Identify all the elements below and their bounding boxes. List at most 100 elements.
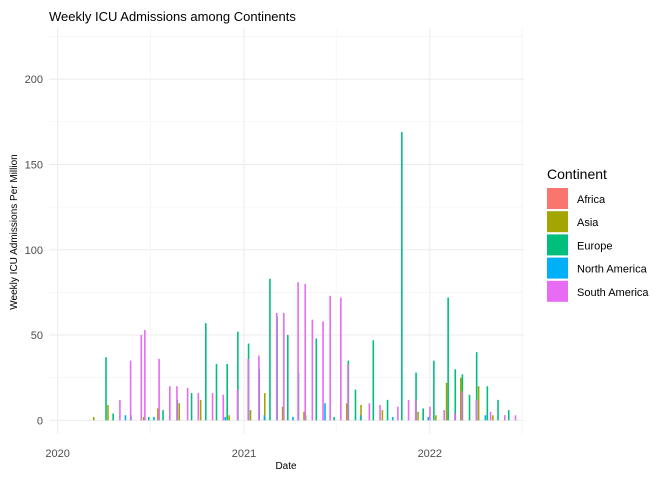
legend-label: South America: [577, 287, 649, 299]
bar: [169, 386, 171, 421]
bar: [297, 282, 299, 421]
bar: [427, 416, 430, 421]
bar: [514, 415, 517, 421]
bar: [211, 393, 214, 421]
bar: [477, 386, 480, 421]
bar: [263, 415, 266, 421]
bar: [286, 335, 289, 421]
bar: [205, 323, 207, 421]
x-axis-title: Date: [275, 461, 297, 472]
legend-label: Europe: [577, 240, 612, 252]
bar: [190, 393, 193, 421]
bar: [140, 335, 143, 421]
bar: [269, 278, 271, 421]
bar: [247, 358, 250, 421]
legend-label: Africa: [577, 194, 606, 206]
bar: [112, 413, 114, 421]
bar: [475, 352, 478, 421]
bar: [237, 331, 239, 421]
bar: [447, 297, 449, 421]
bar: [414, 399, 417, 421]
bar: [162, 410, 164, 421]
legend-swatch: [547, 280, 568, 302]
bar: [275, 312, 278, 421]
x-tick-label: 2021: [232, 448, 256, 460]
bar: [281, 406, 284, 421]
bar: [124, 415, 127, 421]
bar: [407, 399, 410, 421]
legend-swatch: [547, 188, 568, 209]
bar: [178, 403, 181, 421]
bar: [372, 340, 375, 421]
bar: [333, 416, 335, 421]
bar: [381, 410, 384, 421]
bar: [345, 403, 348, 421]
bar: [486, 386, 489, 421]
bar: [158, 358, 160, 421]
bar: [315, 338, 318, 421]
bar: [147, 416, 150, 421]
legend-title: Continent: [547, 166, 607, 182]
bar: [507, 410, 510, 421]
bar: [386, 399, 389, 421]
y-tick-label: 0: [37, 415, 43, 427]
bar: [304, 283, 307, 421]
bar: [454, 413, 456, 421]
bar: [176, 386, 178, 421]
legend-swatch: [547, 234, 568, 256]
bar: [454, 369, 457, 421]
bar: [489, 411, 492, 421]
legend-label: Asia: [577, 217, 599, 229]
bars: [92, 132, 517, 421]
bar: [347, 364, 349, 421]
bar: [322, 321, 324, 421]
y-axis-title: Weekly ICU Admissions Per Million: [9, 154, 20, 309]
bar: [283, 312, 285, 421]
bar: [311, 319, 314, 421]
bar: [292, 416, 294, 421]
y-tick-label: 100: [25, 245, 43, 257]
bar: [249, 410, 252, 421]
bar: [303, 411, 305, 421]
bar: [368, 403, 371, 421]
bar: [119, 399, 121, 421]
bar: [360, 405, 362, 421]
bar: [142, 416, 145, 421]
bar: [397, 406, 399, 421]
bar: [415, 372, 417, 421]
y-tick-label: 50: [31, 330, 43, 342]
bar: [224, 416, 227, 421]
bar: [329, 295, 331, 421]
bar: [468, 394, 471, 421]
y-tick-label: 150: [25, 159, 43, 171]
bar: [228, 415, 230, 421]
bar: [379, 405, 381, 421]
bar: [354, 389, 357, 421]
bar: [324, 403, 326, 421]
y-tick-labels: 0 50 100 150 200: [25, 74, 43, 427]
bar: [359, 415, 362, 421]
bar: [236, 389, 239, 421]
bar: [391, 416, 394, 421]
bar: [215, 364, 218, 421]
bar: [222, 394, 225, 421]
bar: [461, 391, 463, 421]
bar: [226, 364, 228, 421]
bar: [422, 408, 424, 421]
y-tick-label: 200: [25, 74, 43, 86]
bar: [445, 382, 448, 421]
bar: [153, 416, 155, 421]
bar: [435, 415, 437, 421]
bar: [433, 360, 435, 421]
bar: [429, 406, 431, 421]
bar: [199, 399, 202, 421]
bar: [417, 411, 419, 421]
bar: [105, 357, 107, 421]
x-tick-label: 2020: [45, 448, 69, 460]
x-tick-label: 2022: [418, 448, 442, 460]
bar: [258, 355, 260, 421]
bar: [497, 399, 499, 421]
legend-swatch: [547, 257, 568, 279]
bar: [263, 393, 266, 421]
